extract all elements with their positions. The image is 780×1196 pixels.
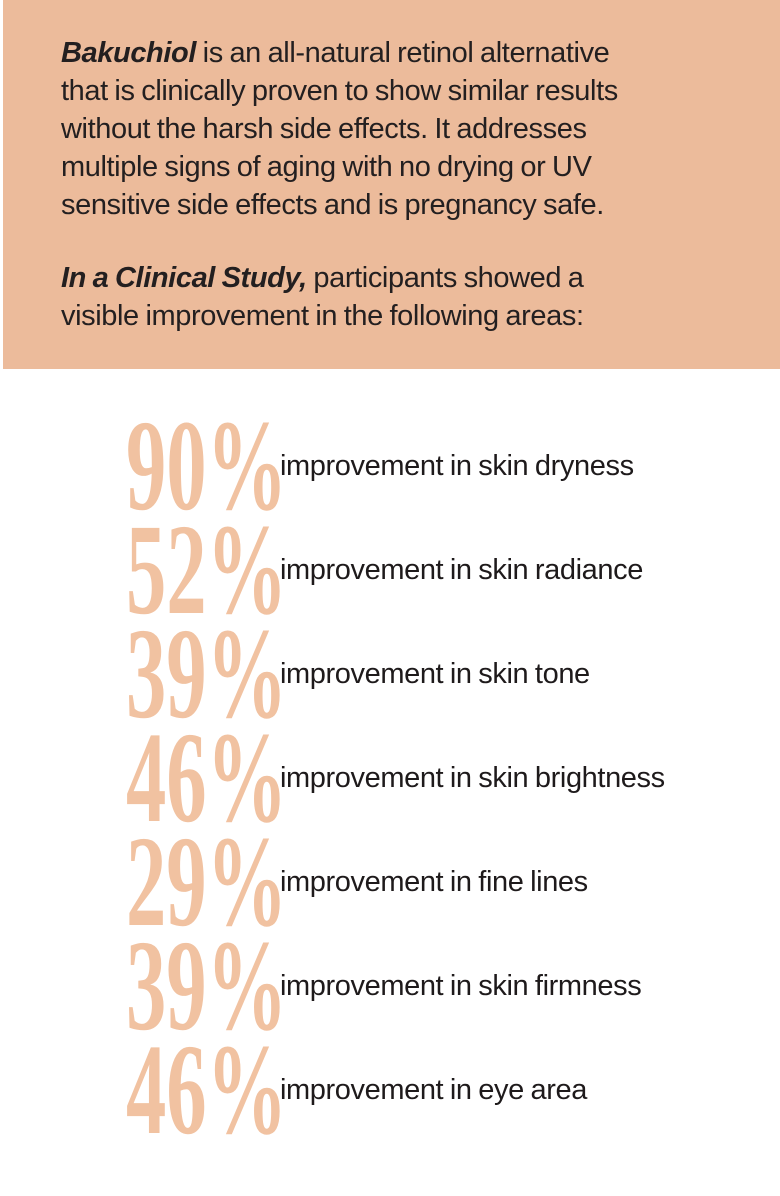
stat-row-skin-radiance: 52% improvement in skin radiance	[126, 505, 780, 635]
stat-percentage: 46%	[126, 706, 288, 850]
stat-value: 39%	[126, 921, 287, 1051]
stat-percentage: 46%	[126, 1018, 288, 1162]
stat-row-fine-lines: 29% improvement in fine lines	[126, 817, 780, 947]
stat-percentage: 39%	[126, 602, 288, 746]
intro-lead-bakuchiol: Bakuchiol	[61, 37, 196, 69]
stat-percentage: 90%	[126, 394, 288, 538]
stat-row-skin-tone: 39% improvement in skin tone	[126, 609, 780, 739]
intro-body-text: is an all-natural retinol alternative th…	[61, 37, 618, 221]
stat-label: improvement in skin dryness	[280, 450, 634, 482]
stat-row-eye-area: 46% improvement in eye area	[126, 1025, 780, 1155]
stat-label: improvement in skin brightness	[280, 762, 665, 794]
stat-percentage: 29%	[126, 810, 288, 954]
stat-label: improvement in skin radiance	[280, 554, 643, 586]
stat-label: improvement in skin tone	[280, 658, 590, 690]
clinical-study-body-text: participants showed a visible improvemen…	[61, 262, 584, 332]
intro-panel: Bakuchiol is an all-natural retinol alte…	[3, 0, 780, 369]
stat-value: 46%	[126, 1025, 287, 1155]
stat-value: 52%	[126, 505, 287, 635]
stat-label: improvement in skin firmness	[280, 970, 642, 1002]
stat-row-skin-brightness: 46% improvement in skin brightness	[126, 713, 780, 843]
stat-value: 46%	[126, 713, 287, 843]
stats-list: 90% improvement in skin dryness 52% impr…	[0, 401, 780, 1155]
clinical-study-lead: In a Clinical Study,	[61, 262, 307, 294]
stat-row-skin-firmness: 39% improvement in skin firmness	[126, 921, 780, 1051]
stat-row-skin-dryness: 90% improvement in skin dryness	[126, 401, 780, 531]
stat-percentage: 39%	[126, 914, 288, 1058]
stat-percentage: 52%	[126, 498, 288, 642]
stat-value: 90%	[126, 401, 287, 531]
stat-label: improvement in fine lines	[280, 866, 588, 898]
clinical-study-paragraph: In a Clinical Study, participants showed…	[61, 259, 758, 335]
stat-label: improvement in eye area	[280, 1074, 587, 1106]
stat-value: 29%	[126, 817, 287, 947]
intro-paragraph: Bakuchiol is an all-natural retinol alte…	[61, 34, 758, 224]
stat-value: 39%	[126, 609, 287, 739]
